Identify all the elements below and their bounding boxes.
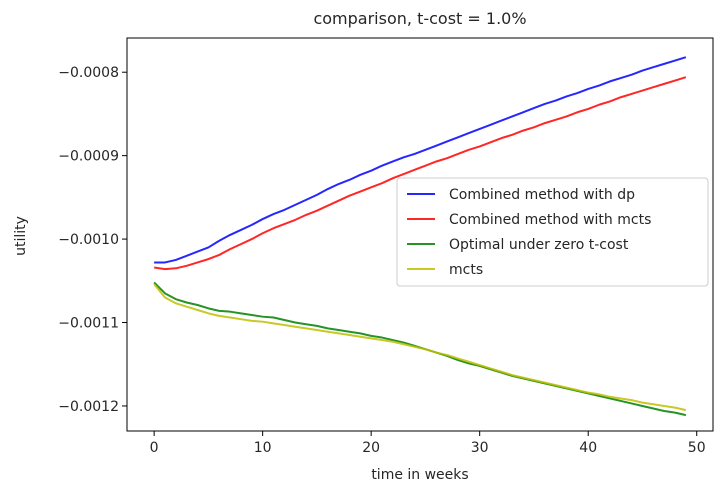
x-tick-label: 40	[579, 440, 597, 456]
y-axis: −0.0012 −0.0011 −0.0010 −0.0009 −0.0008	[58, 65, 127, 415]
y-tick-label: −0.0008	[58, 65, 119, 81]
x-tick-label: 20	[362, 440, 380, 456]
y-axis-label: utility	[13, 216, 29, 256]
x-axis-label: time in weeks	[371, 467, 468, 483]
legend-entry-0: Combined method with dp	[449, 187, 635, 203]
chart-title: comparison, t-cost = 1.0%	[313, 9, 526, 28]
x-tick-label: 10	[254, 440, 272, 456]
y-tick-label: −0.0009	[58, 149, 119, 165]
legend-entry-3: mcts	[449, 262, 483, 278]
x-axis: 0 10 20 30 40 50	[150, 431, 706, 456]
x-tick-label: 50	[688, 440, 706, 456]
legend-entry-1: Combined method with mcts	[449, 212, 651, 228]
series-line-1	[153, 76, 687, 271]
x-tick-label: 30	[471, 440, 489, 456]
plot-area	[126, 37, 714, 432]
y-tick-label: −0.0010	[58, 232, 119, 248]
legend: Combined method with dp Combined method w…	[396, 177, 709, 287]
legend-box	[396, 177, 709, 287]
series-line-3	[153, 283, 687, 412]
x-tick-label: 0	[150, 440, 159, 456]
series-line-0	[154, 56, 687, 264]
legend-entry-2: Optimal under zero t-cost	[449, 237, 629, 253]
plot-frame	[126, 37, 714, 432]
y-tick-label: −0.0011	[58, 316, 119, 332]
y-tick-label: −0.0012	[58, 399, 119, 415]
